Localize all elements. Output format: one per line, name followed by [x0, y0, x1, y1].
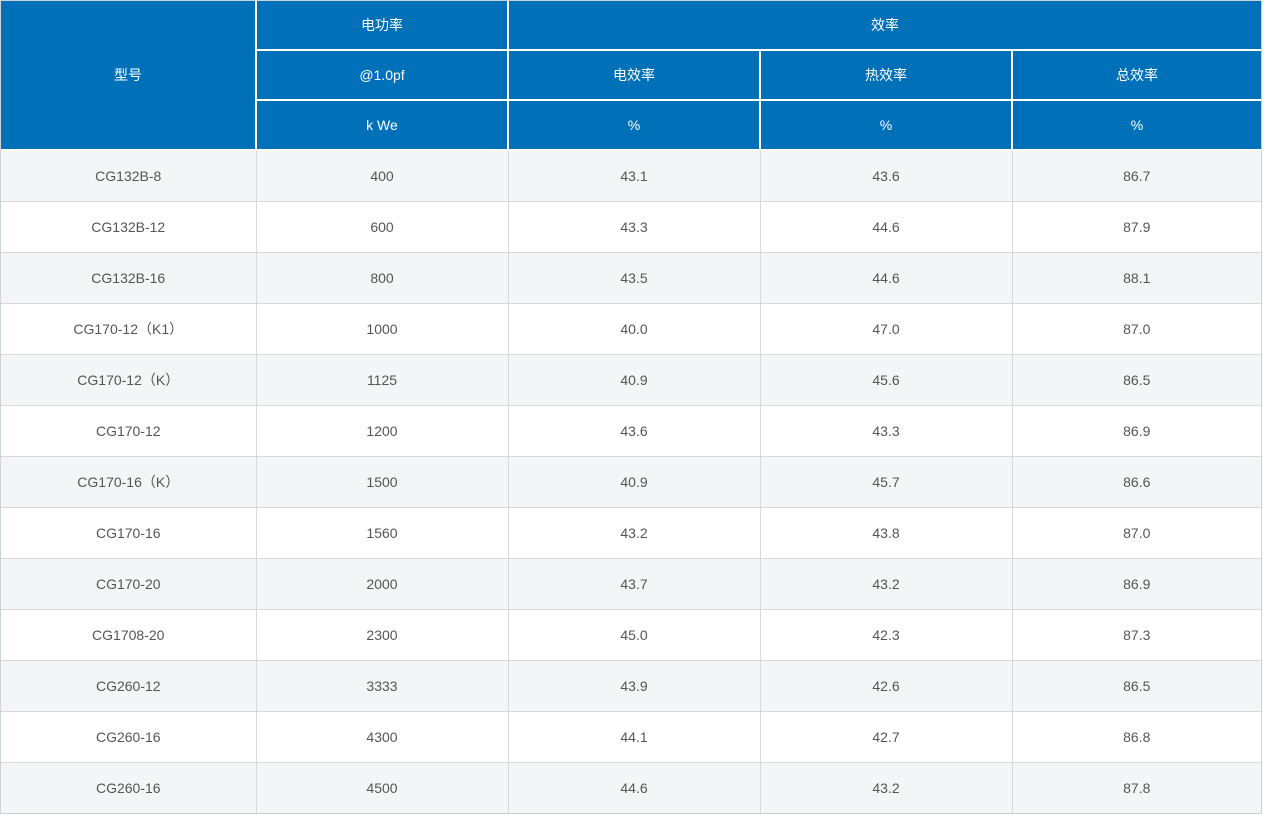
cell-electrical-efficiency: 45.0: [507, 609, 761, 661]
header-row-3: k We % % %: [1, 99, 1261, 151]
table-row: CG132B-12 600 43.3 44.6 87.9: [1, 201, 1261, 253]
cell-total-efficiency: 88.1: [1011, 252, 1261, 304]
cell-thermal-efficiency: 47.0: [759, 303, 1013, 355]
table-row: CG170-12（K1） 1000 40.0 47.0 87.0: [1, 303, 1261, 355]
cell-electric-power: 1560: [255, 507, 509, 559]
cell-model: CG132B-8: [1, 149, 257, 202]
header-electrical-efficiency: 电效率: [507, 49, 761, 101]
cell-electrical-efficiency: 43.3: [507, 201, 761, 253]
cell-total-efficiency: 86.9: [1011, 558, 1261, 610]
cell-electric-power: 1000: [255, 303, 509, 355]
cell-thermal-efficiency: 43.6: [759, 149, 1013, 202]
cell-thermal-efficiency: 42.6: [759, 660, 1013, 712]
table-row: CG170-16（K） 1500 40.9 45.7 86.6: [1, 456, 1261, 508]
engine-spec-table: 型号 电功率 效率 @1.0pf 电效率 热效率 总效率 k We % % % …: [1, 1, 1261, 813]
header-row-2: @1.0pf 电效率 热效率 总效率: [1, 49, 1261, 101]
header-unit-percent: %: [759, 99, 1013, 151]
table-row: CG170-20 2000 43.7 43.2 86.9: [1, 558, 1261, 610]
cell-total-efficiency: 86.7: [1011, 149, 1261, 202]
header-row-1: 型号 电功率 效率: [1, 1, 1261, 151]
cell-thermal-efficiency: 45.6: [759, 354, 1013, 406]
cell-electrical-efficiency: 43.9: [507, 660, 761, 712]
cell-model: CG170-12: [1, 405, 257, 457]
cell-total-efficiency: 87.0: [1011, 507, 1261, 559]
cell-model: CG260-12: [1, 660, 257, 712]
header-unit-percent: %: [1011, 99, 1261, 151]
cell-electrical-efficiency: 40.0: [507, 303, 761, 355]
cell-electrical-efficiency: 43.1: [507, 149, 761, 202]
header-efficiency-group: 效率: [507, 1, 1261, 51]
cell-total-efficiency: 87.0: [1011, 303, 1261, 355]
cell-thermal-efficiency: 44.6: [759, 201, 1013, 253]
table-row: CG260-12 3333 43.9 42.6 86.5: [1, 660, 1261, 712]
cell-electric-power: 1125: [255, 354, 509, 406]
header-power-factor: @1.0pf: [256, 49, 509, 101]
cell-total-efficiency: 86.5: [1011, 660, 1261, 712]
header-total-efficiency: 总效率: [1011, 49, 1261, 101]
table-header: 型号 电功率 效率 @1.0pf 电效率 热效率 总效率 k We % % %: [1, 1, 1261, 151]
cell-electrical-efficiency: 43.7: [507, 558, 761, 610]
table-row: CG170-12 1200 43.6 43.3 86.9: [1, 405, 1261, 457]
cell-thermal-efficiency: 45.7: [759, 456, 1013, 508]
cell-electric-power: 400: [255, 149, 509, 202]
table-row: CG170-16 1560 43.2 43.8 87.0: [1, 507, 1261, 559]
cell-thermal-efficiency: 43.8: [759, 507, 1013, 559]
cell-model: CG132B-16: [1, 252, 257, 304]
table-row: CG132B-16 800 43.5 44.6 88.1: [1, 252, 1261, 304]
cell-electrical-efficiency: 44.1: [507, 711, 761, 763]
table-row: CG170-12（K） 1125 40.9 45.6 86.5: [1, 354, 1261, 406]
cell-total-efficiency: 86.9: [1011, 405, 1261, 457]
cell-model: CG170-20: [1, 558, 257, 610]
cell-thermal-efficiency: 44.6: [759, 252, 1013, 304]
cell-model: CG1708-20: [1, 609, 257, 661]
cell-thermal-efficiency: 43.2: [759, 558, 1013, 610]
cell-electrical-efficiency: 44.6: [507, 762, 761, 813]
table-row: CG1708-20 2300 45.0 42.3 87.3: [1, 609, 1261, 661]
cell-electric-power: 800: [255, 252, 509, 304]
cell-electric-power: 2000: [255, 558, 509, 610]
cell-electric-power: 1200: [255, 405, 509, 457]
cell-total-efficiency: 87.3: [1011, 609, 1261, 661]
cell-electric-power: 2300: [255, 609, 509, 661]
table-row: CG132B-8 400 43.1 43.6 86.7: [1, 149, 1261, 202]
cell-total-efficiency: 86.6: [1011, 456, 1261, 508]
cell-thermal-efficiency: 42.7: [759, 711, 1013, 763]
header-electric-power: 电功率: [255, 1, 509, 51]
table-body: CG132B-8 400 43.1 43.6 86.7 CG132B-12 600 43.3 4…: [1, 149, 1261, 813]
header-unit-kwe: k We: [256, 99, 509, 151]
cell-thermal-efficiency: 43.3: [759, 405, 1013, 457]
cell-electrical-efficiency: 43.6: [507, 405, 761, 457]
cell-electric-power: 1500: [255, 456, 509, 508]
cell-model: CG170-12（K1）: [1, 303, 257, 355]
cell-model: CG170-12（K）: [1, 354, 257, 406]
cell-model: CG260-16: [1, 762, 257, 813]
cell-electrical-efficiency: 40.9: [507, 456, 761, 508]
cell-electric-power: 4300: [255, 711, 509, 763]
cell-electrical-efficiency: 40.9: [507, 354, 761, 406]
cell-electrical-efficiency: 43.2: [507, 507, 761, 559]
cell-total-efficiency: 87.9: [1011, 201, 1261, 253]
header-unit-percent: %: [507, 99, 761, 151]
cell-total-efficiency: 86.5: [1011, 354, 1261, 406]
cell-electric-power: 4500: [255, 762, 509, 813]
cell-electric-power: 600: [255, 201, 509, 253]
header-thermal-efficiency: 热效率: [759, 49, 1013, 101]
table-row: CG260-16 4300 44.1 42.7 86.8: [1, 711, 1261, 763]
cell-total-efficiency: 86.8: [1011, 711, 1261, 763]
header-model: 型号: [1, 1, 257, 151]
cell-thermal-efficiency: 42.3: [759, 609, 1013, 661]
cell-model: CG170-16（K）: [1, 456, 257, 508]
cell-model: CG170-16: [1, 507, 257, 559]
spec-table-container: 型号 电功率 效率 @1.0pf 电效率 热效率 总效率 k We % % % …: [0, 0, 1262, 814]
cell-thermal-efficiency: 43.2: [759, 762, 1013, 813]
cell-total-efficiency: 87.8: [1011, 762, 1261, 813]
cell-electrical-efficiency: 43.5: [507, 252, 761, 304]
table-row: CG260-16 4500 44.6 43.2 87.8: [1, 762, 1261, 813]
cell-model: CG132B-12: [1, 201, 257, 253]
cell-electric-power: 3333: [255, 660, 509, 712]
cell-model: CG260-16: [1, 711, 257, 763]
